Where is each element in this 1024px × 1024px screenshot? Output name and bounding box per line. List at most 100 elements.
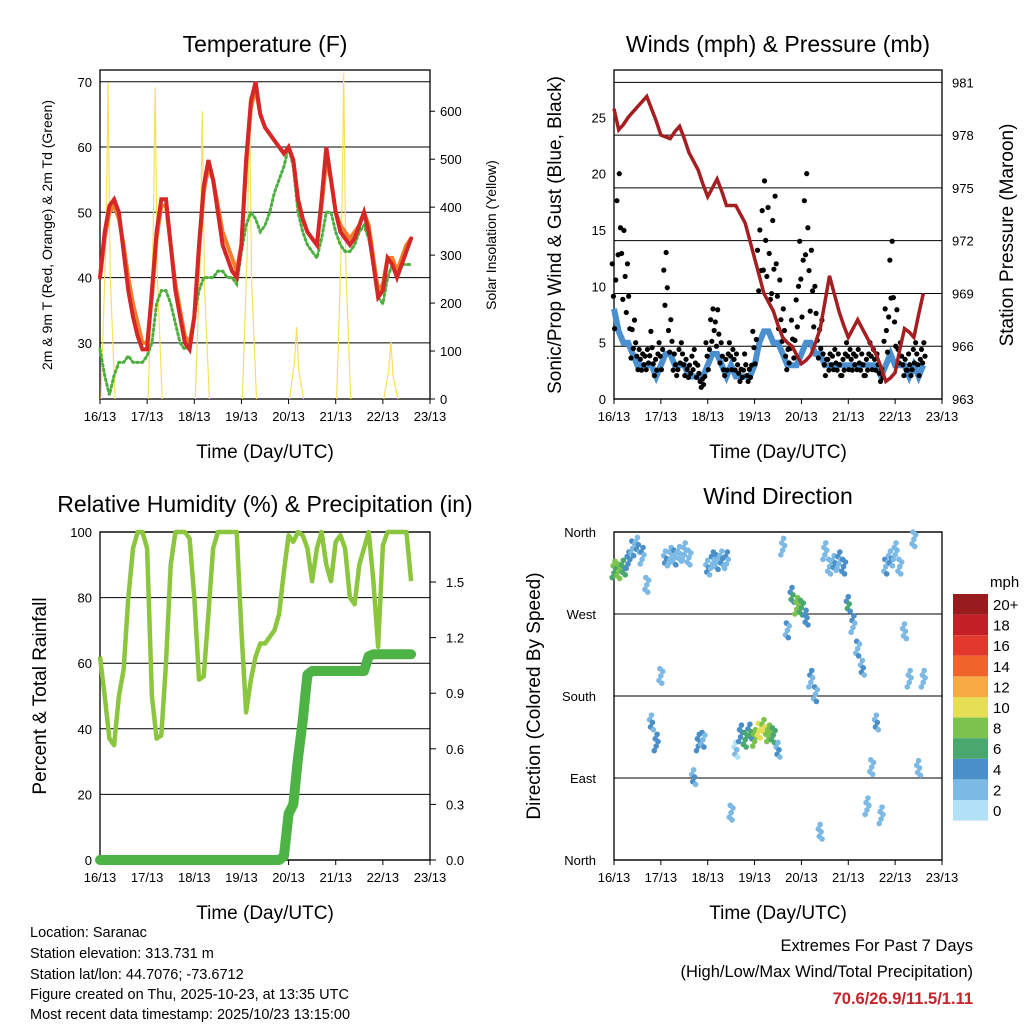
direction-point: [616, 575, 623, 582]
gust-point: [913, 340, 919, 346]
gust-point: [719, 353, 725, 359]
gust-point: [664, 285, 670, 291]
direction-point: [729, 817, 735, 823]
gust-point: [848, 356, 854, 362]
x-tick-label: 20/13: [272, 409, 305, 424]
y2-tick-label: 981: [952, 75, 974, 90]
direction-point: [682, 540, 689, 546]
x-tick-label: 19/13: [738, 870, 771, 885]
gust-point: [901, 372, 907, 379]
gust-point: [822, 372, 829, 379]
relative-humidity-line: [97, 529, 414, 748]
temp-ylabel: 2m & 9m T (Red, Orange) & 2m Td (Green): [39, 100, 55, 370]
x-tick-label: 16/13: [598, 409, 631, 424]
y2-tick-label: 300: [440, 248, 462, 263]
gust-point: [771, 266, 777, 272]
gust-point: [920, 360, 926, 366]
legend-swatch: [953, 738, 988, 759]
gust-point: [800, 257, 806, 263]
x-tick-label: 18/13: [691, 870, 724, 885]
direction-point: [702, 732, 708, 738]
gust-point: [754, 247, 761, 253]
gust-point: [647, 353, 653, 359]
gust-point: [847, 346, 853, 353]
x-tick-label: 17/13: [645, 409, 678, 424]
gust-point: [801, 198, 807, 204]
rh-xlabel: Time (Day/UTC): [196, 903, 334, 924]
gust-point: [865, 367, 871, 373]
x-tick-label: 16/13: [598, 870, 631, 885]
gust-point: [634, 353, 640, 359]
direction-point: [883, 571, 890, 577]
legend-swatch: [953, 676, 988, 697]
panel-1: 16/13 17/13 18/13 19/13 20/13 21/13 22/13 23/13…: [592, 69, 974, 424]
rh-ylabel: Percent & Total Rainfall: [30, 597, 51, 794]
direction-point: [904, 684, 911, 690]
direction-point: [864, 807, 870, 813]
direction-point: [692, 781, 699, 788]
direction-point: [809, 674, 816, 681]
gust-point: [715, 307, 721, 313]
gust-point: [794, 324, 800, 330]
direction-point: [627, 556, 633, 563]
direction-point: [820, 556, 826, 563]
gust-point: [631, 317, 638, 323]
direction-point: [882, 563, 889, 570]
location-text: Location: Saranac: [30, 925, 147, 941]
direction-point: [808, 679, 814, 686]
gust-point: [644, 346, 650, 353]
direction-point: [622, 572, 629, 578]
y-tick-label: 100: [70, 525, 92, 540]
gust-point: [891, 319, 898, 325]
legend-label: 2: [993, 782, 1001, 799]
direction-point: [733, 746, 740, 753]
direction-point: [635, 541, 642, 548]
direction-point: [922, 674, 928, 681]
y2-tick-label: 600: [440, 104, 462, 119]
gust-point: [852, 362, 858, 368]
direction-point: [786, 623, 793, 629]
y-tick-label: 60: [78, 140, 92, 155]
gust-point: [736, 370, 742, 376]
y2-tick-label: 975: [952, 181, 974, 196]
gust-point: [705, 367, 711, 373]
y-tick-label: 15: [592, 223, 606, 238]
gust-point: [611, 326, 618, 332]
gust-point: [908, 372, 914, 379]
y-tick-label: 80: [78, 591, 92, 606]
direction-point: [707, 565, 714, 572]
y-tick-label: 5: [599, 336, 606, 351]
direction-point: [770, 732, 777, 738]
direction-point: [803, 607, 809, 614]
direction-point: [898, 559, 905, 565]
gust-point: [915, 362, 921, 368]
gust-point: [757, 227, 763, 233]
gust-point: [656, 340, 662, 346]
gust-point: [835, 351, 841, 357]
wind-xlabel: Time (Day/UTC): [709, 442, 847, 463]
direction-point: [906, 679, 912, 686]
gust-point: [894, 307, 900, 313]
gust-point: [750, 328, 756, 334]
x-tick-label: 23/13: [926, 870, 959, 885]
gust-point: [658, 367, 665, 373]
y2-tick-label: 0.6: [446, 742, 464, 757]
direction-point: [723, 561, 730, 567]
y-tick-label: East: [570, 771, 596, 786]
direction-point: [757, 735, 763, 741]
direction-point: [897, 563, 903, 570]
direction-point: [686, 554, 692, 561]
gust-point: [732, 367, 738, 373]
direction-point: [648, 712, 655, 718]
gust-point: [614, 198, 620, 204]
direction-point: [620, 557, 627, 564]
gust-point: [716, 331, 722, 337]
direction-point: [892, 551, 898, 558]
x-tick-label: 23/13: [414, 870, 447, 885]
x-tick-label: 21/13: [832, 870, 865, 885]
direction-point: [852, 620, 858, 626]
direction-point: [651, 747, 658, 754]
y2-tick-label: 500: [440, 152, 462, 167]
gust-point: [636, 346, 642, 353]
direction-point: [902, 628, 909, 635]
